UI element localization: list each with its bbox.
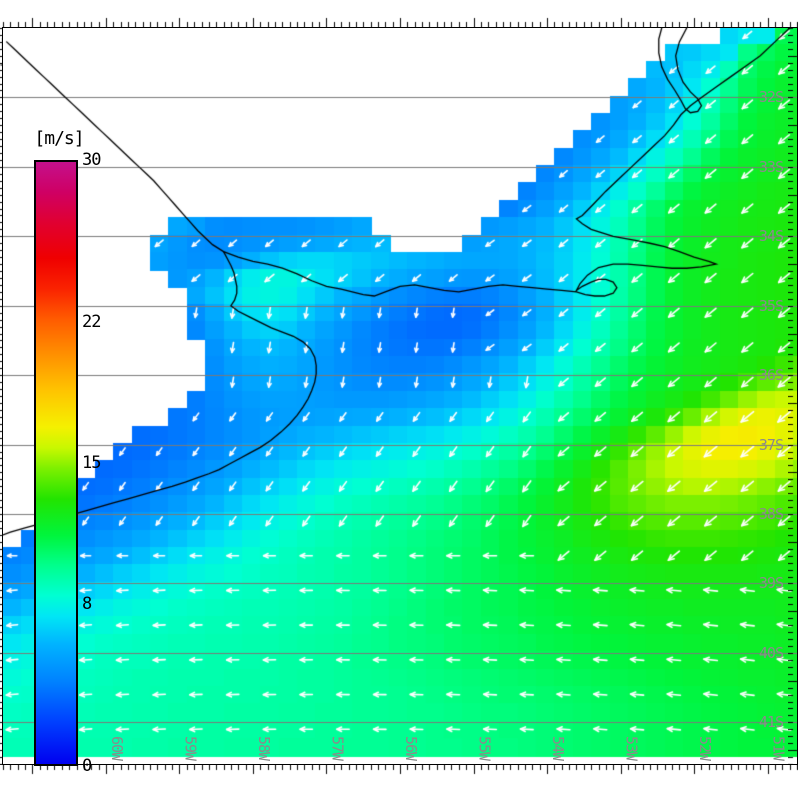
map-plot-area: 32S33S34S35S36S37S38S39S40S41S61W60W59W5… <box>2 27 798 765</box>
colorbar-tick-30: 30 <box>82 150 102 170</box>
colorbar-tick-8: 8 <box>82 594 92 615</box>
lat-label-41S: 41S <box>758 713 784 732</box>
bottom-tick-ruler <box>2 765 798 775</box>
lat-label-38S: 38S <box>758 505 784 524</box>
left-tick-ruler <box>0 27 2 765</box>
lon-label-58W: 58W <box>254 735 273 760</box>
lat-label-36S: 36S <box>758 366 784 385</box>
colorbar-tick-0: 0 <box>82 756 92 776</box>
colorbar-legend <box>34 160 78 766</box>
lon-label-53W: 53W <box>622 735 641 760</box>
wind-speed-field <box>3 28 797 764</box>
lat-label-34S: 34S <box>758 227 784 246</box>
colorbar-gradient <box>34 160 78 766</box>
lon-label-54W: 54W <box>549 735 568 760</box>
colorbar-tick-22: 22 <box>82 311 102 332</box>
lon-label-59W: 59W <box>181 735 200 760</box>
right-tick-ruler <box>788 27 798 765</box>
lat-label-33S: 33S <box>758 157 784 176</box>
lon-label-57W: 57W <box>328 735 347 760</box>
lat-label-32S: 32S <box>758 88 784 107</box>
lon-label-60W: 60W <box>107 735 126 760</box>
lat-label-40S: 40S <box>758 643 784 662</box>
lon-label-52W: 52W <box>696 735 715 760</box>
lat-label-37S: 37S <box>758 435 784 454</box>
lon-label-51W: 51W <box>769 735 788 760</box>
lat-label-39S: 39S <box>758 574 784 593</box>
lon-label-55W: 55W <box>475 735 494 760</box>
colorbar-tick-15: 15 <box>82 453 102 473</box>
top-tick-ruler <box>2 17 798 27</box>
lat-label-35S: 35S <box>758 296 784 315</box>
lon-label-56W: 56W <box>402 735 420 760</box>
colorbar-unit-label: [m/s] <box>34 128 84 149</box>
